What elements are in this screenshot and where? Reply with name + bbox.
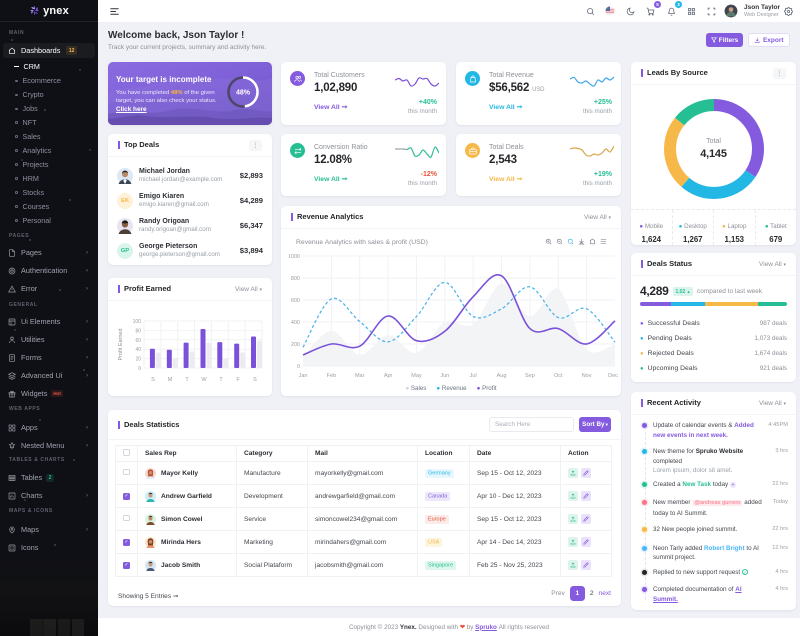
svg-text:May: May: [411, 373, 422, 379]
svg-text:60: 60: [135, 338, 141, 344]
svg-text:400: 400: [291, 320, 300, 326]
svg-text:40: 40: [135, 347, 141, 353]
svg-text:F: F: [236, 377, 240, 383]
svg-text:200: 200: [291, 342, 300, 348]
svg-text:Sep: Sep: [525, 373, 535, 379]
svg-text:0: 0: [297, 364, 300, 370]
svg-text:Jun: Jun: [440, 373, 449, 379]
svg-text:Jul: Jul: [470, 373, 477, 379]
svg-text:T: T: [219, 377, 223, 383]
svg-text:S: S: [253, 377, 257, 383]
svg-text:T: T: [185, 377, 189, 383]
svg-text:600: 600: [291, 298, 300, 304]
svg-text:1000: 1000: [289, 254, 300, 260]
svg-text:Nov: Nov: [582, 373, 592, 379]
svg-text:M: M: [168, 377, 173, 383]
svg-text:Oct: Oct: [554, 373, 563, 379]
svg-text:0: 0: [138, 366, 141, 372]
svg-text:Apr: Apr: [384, 373, 393, 379]
svg-text:Aug: Aug: [497, 373, 507, 379]
svg-text:Jan: Jan: [299, 373, 308, 379]
svg-text:W: W: [201, 377, 207, 383]
svg-text:48%: 48%: [236, 90, 251, 97]
svg-text:Feb: Feb: [327, 373, 336, 379]
svg-text:800: 800: [291, 276, 300, 282]
svg-text:80: 80: [135, 328, 141, 334]
svg-text:Profit Earned: Profit Earned: [118, 328, 124, 360]
svg-text:100: 100: [133, 319, 142, 325]
svg-text:20: 20: [135, 357, 141, 363]
svg-text:Mar: Mar: [355, 373, 365, 379]
svg-text:S: S: [151, 377, 155, 383]
svg-text:Dec: Dec: [608, 373, 618, 379]
